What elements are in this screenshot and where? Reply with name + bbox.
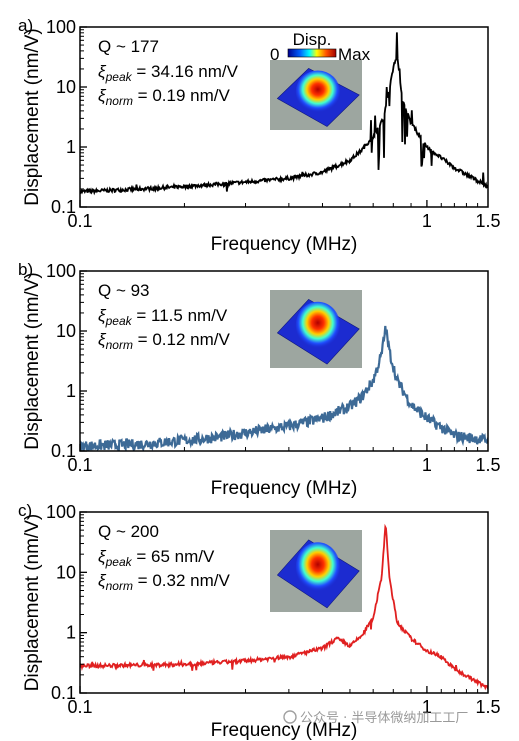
plot-frame: [79, 26, 489, 208]
q-factor-label: Q ~ 93: [98, 281, 150, 300]
xi-norm-label: ξnorm = 0.12 nm/V: [98, 330, 230, 352]
xi-peak-label: ξpeak = 65 nm/V: [98, 547, 215, 569]
x-tick-label: 1: [422, 211, 432, 231]
mode-shape-inset: [270, 60, 362, 130]
y-tick-label: 1: [66, 381, 76, 401]
y-tick-label: 100: [46, 261, 76, 281]
x-axis-label: Frequency (MHz): [211, 478, 358, 499]
mode-shape-inset: [270, 290, 362, 368]
chart-panel-2: 0.1 1 10 100 0.1 1 1.5 Frequency (MHz) Displacem…: [18, 260, 501, 499]
y-tick-label: 10: [56, 562, 76, 582]
q-factor-label: Q ~ 200: [98, 522, 159, 541]
x-tick-label: 0.1: [67, 455, 92, 475]
x-tick-label: 1: [422, 455, 432, 475]
y-tick-label: 10: [56, 321, 76, 341]
panel-label: b): [18, 260, 33, 279]
xi-peak-label: ξpeak = 11.5 nm/V: [98, 306, 228, 328]
colorbar: [287, 48, 337, 58]
y-tick-label: 1: [66, 137, 76, 157]
colorbar-title: Disp.: [293, 30, 332, 49]
xi-norm-label: ξnorm = 0.32 nm/V: [98, 571, 230, 593]
panel-label: c): [18, 501, 32, 520]
xi-peak-label: ξpeak = 34.16 nm/V: [98, 62, 239, 84]
y-tick-label: 10: [56, 77, 76, 97]
y-axis-label: Displacement (nm/V): [22, 272, 43, 449]
xi-norm-label: ξnorm = 0.19 nm/V: [98, 86, 230, 108]
x-tick-label: 1.5: [475, 455, 500, 475]
wechat-icon: [283, 710, 297, 724]
x-tick-label: 1: [422, 697, 432, 717]
q-factor-label: Q ~ 177: [98, 37, 159, 56]
y-axis-label: Displacement (nm/V): [22, 28, 43, 205]
x-axis-label: Frequency (MHz): [211, 720, 358, 741]
y-tick-label: 1: [66, 623, 76, 643]
plot-frame: [79, 511, 489, 694]
chart-panel-1: 0.1 1 10 100 0.1 1 1.5 Frequency (MHz) Displacem…: [18, 16, 501, 255]
x-tick-label: 1.5: [475, 697, 500, 717]
watermark-text: 公众号 · 半导体微纳加工工厂: [300, 711, 468, 726]
mode-shape-inset: [270, 530, 362, 612]
x-axis-label: Frequency (MHz): [211, 234, 358, 255]
x-tick-label: 1.5: [475, 211, 500, 231]
x-tick-label: 0.1: [67, 211, 92, 231]
y-tick-label: 100: [46, 17, 76, 37]
series-line: [80, 523, 488, 691]
x-tick-label: 0.1: [67, 697, 92, 717]
chart-panel-3: 0.1 1 10 100 0.1 1 1.5 Frequency (MHz) Displacem…: [18, 501, 501, 741]
plot-frame: [79, 270, 489, 452]
series-line: [80, 325, 488, 451]
colorbar-max-label: Max: [338, 45, 371, 64]
y-tick-label: 0.1: [51, 683, 76, 703]
y-axis-label: Displacement (nm/V): [22, 514, 43, 691]
series-line: [80, 32, 488, 196]
y-tick-label: 100: [46, 502, 76, 522]
y-tick-label: 0.1: [51, 441, 76, 461]
colorbar-min-label: 0: [270, 45, 279, 64]
panel-label: a): [18, 16, 33, 35]
y-tick-label: 0.1: [51, 197, 76, 217]
